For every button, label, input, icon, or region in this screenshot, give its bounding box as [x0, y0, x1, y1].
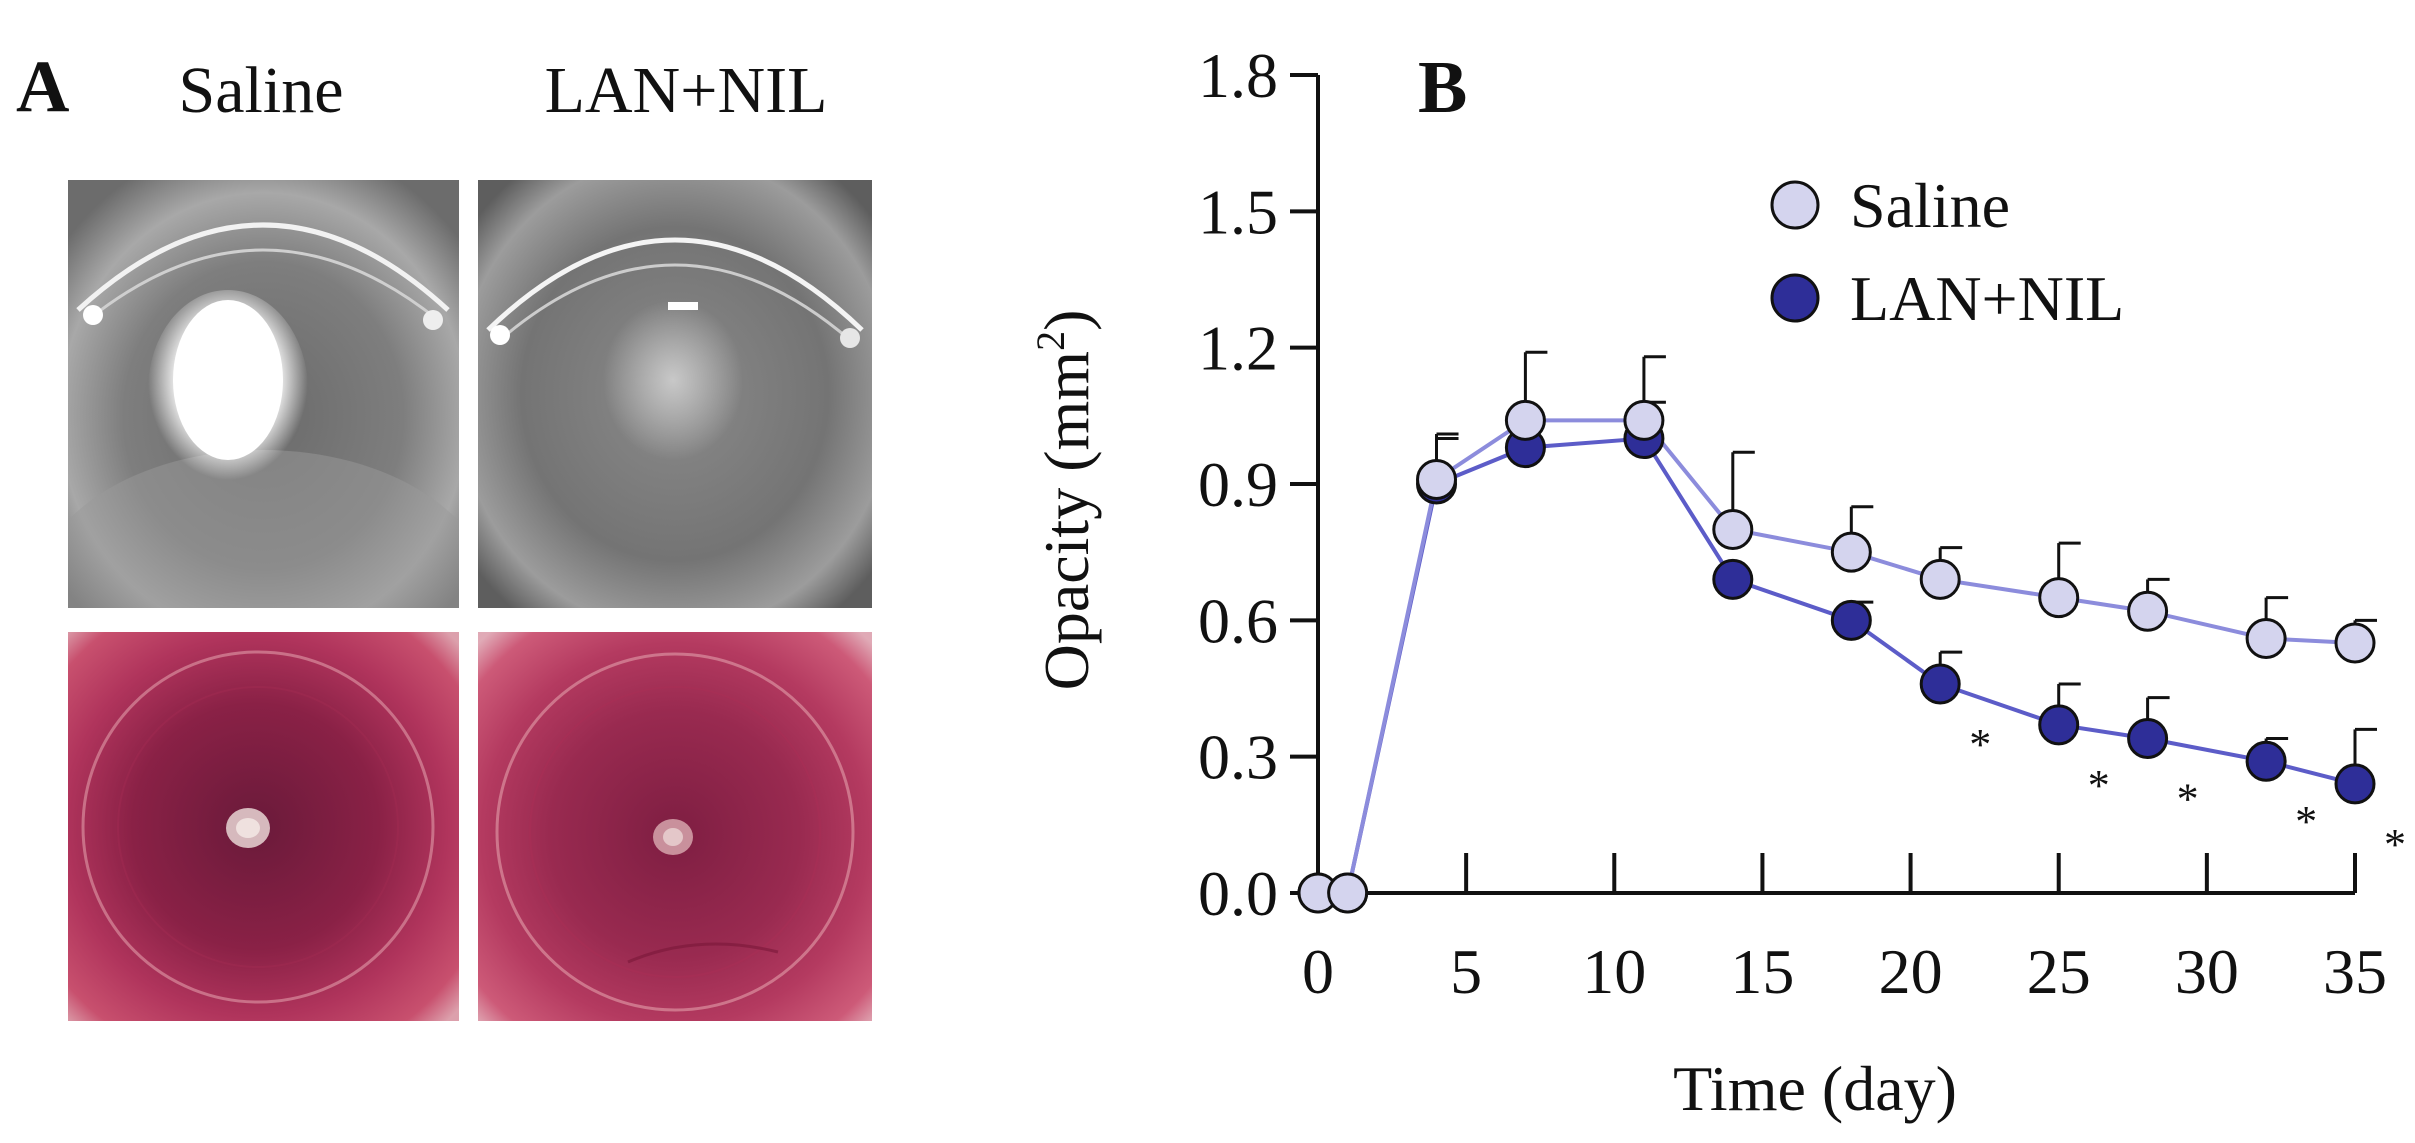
saline-stained-eye-image	[68, 632, 459, 1021]
significance-marker: *	[2295, 797, 2317, 846]
x-axis-label: Time (day)	[1673, 1053, 1957, 1124]
significance-marker: *	[1969, 720, 1991, 769]
lan-nil-series-line	[1318, 436, 2356, 895]
x-tick-label: 25	[2027, 936, 2091, 1007]
x-tick-label: 15	[1730, 936, 1794, 1007]
x-tick-label: 0	[1302, 936, 1334, 1007]
saline-data-point	[1416, 458, 1458, 500]
saline-data-point	[2127, 590, 2169, 632]
saline-grayscale-eye-image	[68, 180, 459, 608]
y-tick-label: 1.8	[1198, 40, 1278, 111]
y-tick-label: 0.0	[1198, 858, 1278, 929]
y-axis-label: Opacity (mm2)	[1028, 310, 1102, 691]
chart-axes: 0.0 0.3 0.6 0.9 1.2 1.5 1.8 0 5 10 15 20 25 30 35	[1198, 40, 2387, 1007]
saline-data-point	[1919, 558, 1961, 600]
lan-nil-data-point	[2245, 740, 2287, 782]
saline-data-point	[2245, 618, 2287, 660]
saline-series-line	[1318, 418, 2356, 895]
lan-nil-data-point	[1830, 599, 1872, 641]
lan-nil-data-point	[2127, 717, 2169, 759]
x-tick-label: 5	[1450, 936, 1482, 1007]
significance-marker: *	[2088, 761, 2110, 810]
lan-nil-data-point	[2334, 763, 2376, 805]
y-tick-label: 1.5	[1198, 176, 1278, 247]
saline-data-point	[1712, 508, 1754, 550]
x-tick-label: 35	[2323, 936, 2387, 1007]
x-tick-label: 20	[1879, 936, 1943, 1007]
saline-data-point	[1830, 531, 1872, 573]
saline-data-point	[2334, 622, 2376, 664]
panel-a-label: A	[16, 46, 70, 128]
legend-label-lan-nil: LAN+NIL	[1850, 263, 2124, 334]
legend-marker-saline	[1770, 180, 1820, 230]
saline-data-point	[1623, 399, 1665, 441]
y-tick-label: 0.9	[1198, 449, 1278, 520]
lan-nil-grayscale-eye-image	[478, 180, 872, 608]
lan-nil-data-point	[2038, 704, 2080, 746]
chart-series: * * * * *	[1297, 350, 2406, 914]
chart-legend: Saline LAN+NIL	[1770, 170, 2124, 334]
column-label-saline: Saline	[178, 54, 344, 127]
y-tick-label: 0.3	[1198, 722, 1278, 793]
y-tick-label: 1.2	[1198, 313, 1278, 384]
legend-label-saline: Saline	[1850, 170, 2010, 241]
column-label-lan-nil: LAN+NIL	[544, 54, 828, 127]
significance-marker: *	[2177, 774, 2199, 823]
lan-nil-data-point	[1919, 663, 1961, 705]
saline-data-point	[1504, 399, 1546, 441]
legend-marker-lan-nil	[1770, 273, 1820, 323]
lan-nil-stained-eye-image	[478, 632, 872, 1021]
x-tick-label: 10	[1582, 936, 1646, 1007]
lan-nil-data-point	[1712, 558, 1754, 600]
significance-marker: *	[2384, 820, 2406, 869]
x-tick-label: 30	[2175, 936, 2239, 1007]
panel-b-label: B	[1418, 47, 1467, 129]
saline-data-point	[2038, 577, 2080, 619]
saline-data-point	[1327, 872, 1369, 914]
y-tick-label: 0.6	[1198, 585, 1278, 656]
